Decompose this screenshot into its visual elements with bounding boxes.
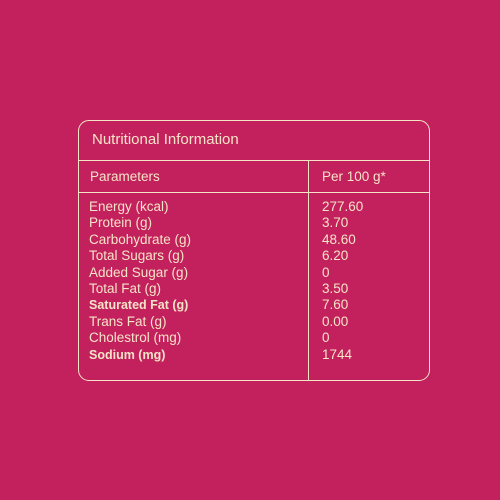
parameter-cell: Trans Fat (g) xyxy=(89,313,167,329)
header-cell: Per 100 g* xyxy=(322,169,386,184)
table-row: Total Fat (g) 3.50 xyxy=(79,281,429,297)
value-cell: 48.60 xyxy=(322,231,356,247)
value-cell: 0.00 xyxy=(322,313,349,329)
value-cell: 0 xyxy=(322,330,330,346)
parameter-cell: Total Fat (g) xyxy=(89,280,162,296)
parameter-cell: Cholestrol (mg) xyxy=(89,330,182,346)
parameter-cell: Total Sugars (g) xyxy=(89,248,185,264)
parameter-cell: Protein (g) xyxy=(89,215,153,231)
table-row: Carbohydrate (g) 48.60 xyxy=(79,232,429,248)
divider xyxy=(79,160,429,161)
value-cell: 3.50 xyxy=(322,280,349,296)
table-row: Trans Fat (g) 0.00 xyxy=(79,314,429,330)
value-cell: 7.60 xyxy=(322,297,349,313)
parameter-cell: Saturated Fat (g) xyxy=(89,298,189,313)
value-cell: 3.70 xyxy=(322,215,349,231)
value-cell: 1744 xyxy=(322,346,353,362)
parameter-cell: Carbohydrate (g) xyxy=(89,231,192,247)
table-row: Saturated Fat (g) 7.60 xyxy=(79,297,429,313)
column-divider xyxy=(308,160,309,380)
parameter-cell: Sodium (mg) xyxy=(89,347,166,362)
table-title: Nutritional Information xyxy=(92,131,239,148)
nutrition-table: Nutritional Information Parameters Per 1… xyxy=(78,120,430,381)
table-row: Added Sugar (g) 0 xyxy=(79,265,429,281)
table-row: Protein (g) 3.70 xyxy=(79,215,429,231)
table-row: Total Sugars (g) 6.20 xyxy=(79,248,429,264)
value-cell: 6.20 xyxy=(322,248,349,264)
table-row: Energy (kcal) 277.60 xyxy=(79,199,429,215)
parameter-cell: Added Sugar (g) xyxy=(89,264,189,280)
table-body: Energy (kcal) 277.60 Protein (g) 3.70 Carboh… xyxy=(79,199,429,363)
table-row: Cholestrol (mg) 0 xyxy=(79,330,429,346)
value-cell: 0 xyxy=(322,264,330,280)
header-cell: Parameters xyxy=(90,169,160,184)
table-row: Sodium (mg) 1744 xyxy=(79,347,429,363)
parameter-cell: Energy (kcal) xyxy=(89,199,169,214)
divider xyxy=(79,192,429,193)
value-cell: 277.60 xyxy=(322,199,364,214)
